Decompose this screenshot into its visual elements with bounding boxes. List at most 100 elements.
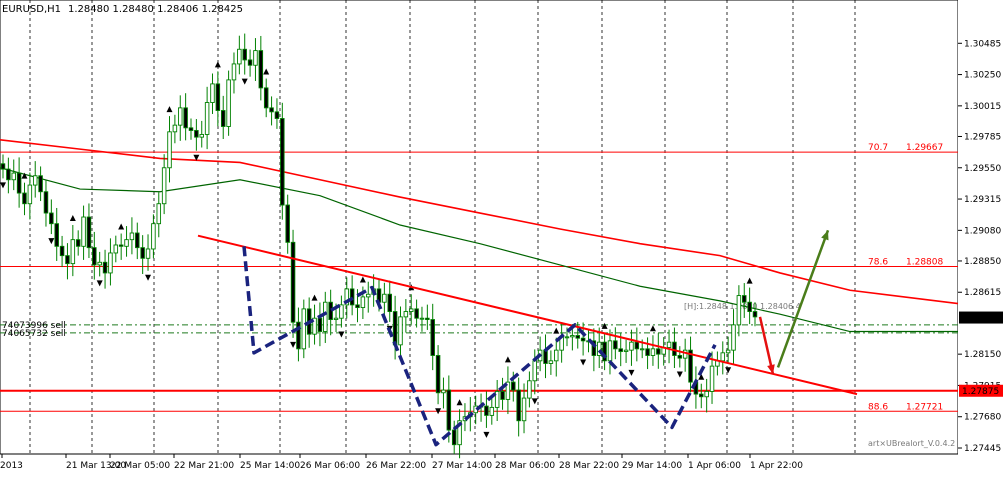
candle-body [135, 232, 140, 249]
candle-body [151, 223, 156, 250]
candle-body [32, 175, 38, 186]
candle-body [688, 349, 693, 383]
candle-body [118, 244, 124, 247]
candle-body [677, 355, 683, 359]
fractal-up-marker [69, 215, 76, 222]
fractal-down-marker [435, 408, 442, 415]
trendline[interactable] [197, 234, 858, 396]
candle-body [425, 317, 430, 320]
x-tick-label: 22 Mar 21:00 [174, 461, 234, 471]
candle-body [645, 348, 650, 356]
x-tick-label: 28 Mar 22:00 [559, 461, 619, 471]
fractal-down-marker [96, 280, 103, 287]
candle-body [699, 393, 704, 398]
candle-body [204, 102, 210, 135]
candle-body [220, 110, 226, 127]
candle-body [355, 304, 360, 309]
y-tick-label: 1.30485 [964, 39, 1001, 49]
x-tick-label: 26 Mar 06:00 [300, 461, 360, 471]
fractal-up-marker [553, 327, 560, 334]
y-tick-label: 1.29785 [964, 132, 1001, 142]
candle-body [6, 168, 11, 181]
y-tick-label: 1.29080 [964, 226, 1001, 236]
candle-body [317, 317, 323, 332]
fib-level-price: 1.27721 [906, 402, 943, 412]
candle-body [280, 118, 285, 206]
order-label: 74073996 sell [2, 321, 66, 331]
candle-body [554, 349, 559, 362]
candle-body [296, 321, 301, 350]
candle-body [167, 131, 172, 169]
candle-body [59, 245, 65, 257]
candle-body [366, 293, 371, 298]
price-tag-label: 1.28425 [962, 314, 999, 324]
candle-body [27, 184, 33, 205]
fractal-down-marker [290, 341, 297, 348]
fractal-down-marker [48, 238, 55, 245]
candle-body [38, 175, 43, 193]
candle-body [387, 293, 392, 313]
fractal-up-marker [359, 276, 366, 283]
candle-body [607, 340, 613, 362]
candle-body [145, 248, 151, 259]
candle-body [65, 255, 70, 265]
plot-area[interactable] [0, 0, 959, 455]
candle-body [161, 167, 167, 205]
projection-up-arrow[interactable] [776, 229, 830, 368]
candle-body [231, 63, 237, 81]
candle-body [194, 130, 199, 138]
candle-body [339, 304, 344, 319]
candle-body [215, 83, 221, 111]
candle-body [75, 239, 81, 247]
fib-level-ratio: 88.6 [868, 402, 888, 412]
candle-body [489, 406, 495, 416]
harmonic-pattern-line[interactable] [242, 246, 717, 447]
candle-body [408, 308, 414, 313]
candle-body [618, 348, 623, 352]
candle-body [720, 352, 726, 362]
candle-body [543, 349, 548, 364]
candle-body [505, 381, 511, 400]
candle-body [312, 317, 317, 335]
x-tick-label: 21 Mar 13:00 [66, 461, 126, 471]
candle-body [596, 341, 602, 356]
candle-body [521, 397, 527, 422]
candle-body [494, 390, 500, 408]
candle-body [226, 79, 231, 127]
order-label: 74065732 sell [2, 329, 66, 339]
x-tick-label: 29 Mar 14:00 [622, 461, 682, 471]
candle-body [602, 341, 607, 362]
moving-average-line [0, 139, 959, 305]
candle-body [682, 349, 688, 359]
candle-body [511, 381, 516, 391]
y-tick-label: 1.30015 [964, 102, 1001, 112]
candle-body [253, 50, 258, 66]
candle-body [451, 429, 457, 446]
candle-body [516, 389, 521, 422]
candle-body [290, 241, 296, 323]
candle-body [242, 48, 247, 61]
candle-body [548, 360, 554, 364]
candle-body [124, 239, 129, 247]
projection-down-arrow[interactable] [758, 316, 775, 375]
candle-body [258, 50, 264, 89]
y-tick-label: 1.28850 [964, 257, 1001, 267]
x-tick-label: 27 Mar 14:00 [432, 461, 492, 471]
candle-body [666, 341, 672, 348]
candle-body [591, 340, 597, 356]
y-tick-label: 1.29315 [964, 195, 1001, 205]
candle-body [580, 337, 586, 342]
candle-body [650, 348, 656, 356]
candle-body [747, 301, 752, 313]
candle-body [113, 244, 119, 254]
candle-body [274, 111, 280, 119]
fractal-down-marker [145, 274, 152, 281]
candle-body [532, 360, 538, 382]
x-tick-label: 26 Mar 22:00 [366, 461, 426, 471]
candle-body [210, 83, 215, 103]
candle-body [731, 324, 736, 351]
fractal-down-marker [628, 369, 635, 376]
fractal-down-marker [241, 78, 248, 85]
